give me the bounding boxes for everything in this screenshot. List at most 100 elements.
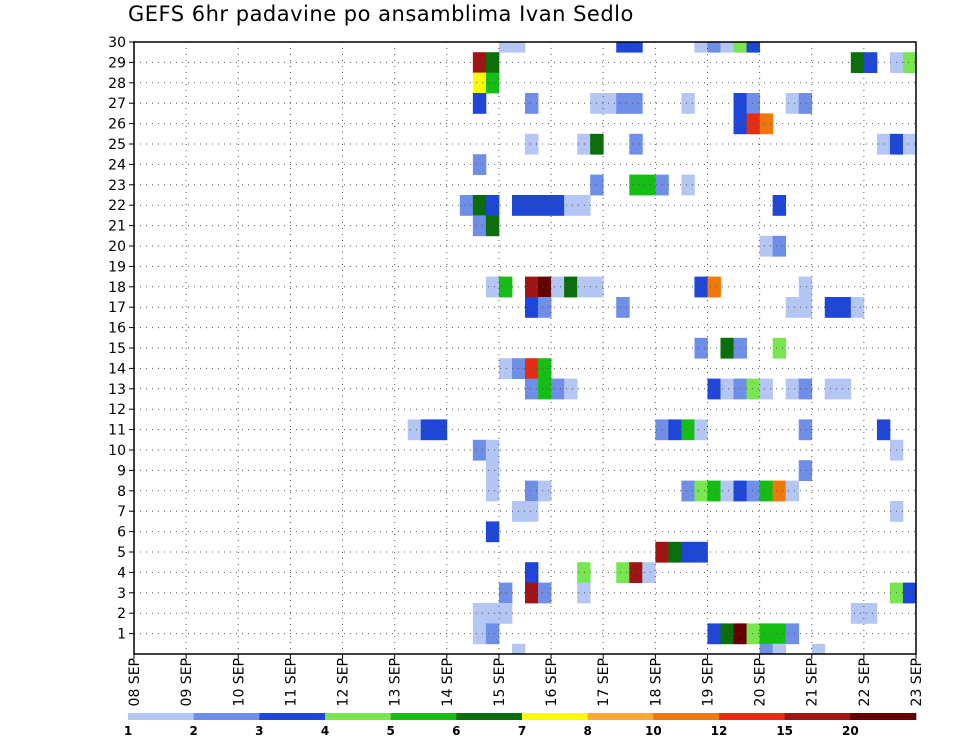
heatmap-cell xyxy=(694,276,708,298)
heatmap-cell xyxy=(902,133,917,155)
heatmap-cell xyxy=(551,195,565,216)
colorbar-label: 4 xyxy=(321,724,329,738)
colorbar-swatch xyxy=(193,713,260,720)
y-tick-label: 12 xyxy=(108,402,126,418)
heatmap-cell xyxy=(642,562,656,583)
heatmap-cell xyxy=(798,378,813,400)
heatmap-cell xyxy=(525,195,539,216)
heatmap-cell xyxy=(629,133,643,155)
heatmap-cell xyxy=(759,643,774,655)
y-tick-label: 17 xyxy=(108,300,126,316)
heatmap-cell xyxy=(629,174,643,196)
x-tick-label: 23 SEP xyxy=(909,658,925,706)
colorbar-swatch xyxy=(587,713,654,720)
heatmap-cell xyxy=(707,480,721,502)
heatmap-cell xyxy=(511,643,526,655)
heatmap-cell xyxy=(759,378,774,400)
heatmap-cell xyxy=(616,562,630,583)
heatmap-cell xyxy=(798,93,813,114)
colorbar-swatch xyxy=(390,713,457,720)
heatmap-cell xyxy=(538,378,552,400)
colorbar-label: 15 xyxy=(776,724,793,738)
heatmap-cell xyxy=(551,378,565,400)
heatmap-cell xyxy=(538,582,552,604)
y-tick-label: 26 xyxy=(108,117,126,133)
heatmap-cell xyxy=(876,133,891,155)
heatmap-cell xyxy=(850,52,865,73)
heatmap-cell xyxy=(798,419,813,441)
heatmap-cell xyxy=(485,195,500,216)
heatmap-cell xyxy=(837,378,852,400)
heatmap-cell xyxy=(720,378,734,400)
heatmap-cell xyxy=(850,297,865,318)
heatmap-cell xyxy=(759,235,774,257)
colorbar-swatch xyxy=(784,713,851,720)
x-tick-label: 12 SEP xyxy=(336,658,352,706)
heatmap-cell xyxy=(772,480,787,502)
y-tick-label: 8 xyxy=(117,484,126,500)
heatmap-cell xyxy=(485,603,500,624)
heatmap-cell xyxy=(863,603,878,624)
heatmap-cell xyxy=(772,235,787,257)
heatmap-cell xyxy=(707,378,721,400)
heatmap-cell xyxy=(525,480,539,502)
colorbar-label: 12 xyxy=(711,724,728,738)
heatmap-cell xyxy=(720,623,734,645)
heatmap-cell xyxy=(525,378,539,400)
heatmap-cell xyxy=(525,276,539,298)
heatmap-cell xyxy=(525,297,539,318)
y-tick-label: 9 xyxy=(117,463,126,479)
heatmap-cell xyxy=(720,42,734,53)
heatmap-cell xyxy=(707,42,721,53)
heatmap-cell xyxy=(485,215,500,237)
heatmap-cell xyxy=(538,358,552,379)
y-axis: 1234567891011121314151617181920212223242… xyxy=(108,35,134,643)
heatmap-cell xyxy=(485,480,500,502)
x-tick-label: 13 SEP xyxy=(388,658,404,706)
y-tick-label: 7 xyxy=(117,504,126,520)
y-tick-label: 20 xyxy=(108,239,126,255)
y-tick-label: 6 xyxy=(117,525,126,541)
heatmap-cell xyxy=(876,419,891,441)
heatmap-cell xyxy=(681,93,695,114)
heatmap-cell xyxy=(472,623,487,645)
heatmap-cell xyxy=(746,480,760,502)
colorbar-swatch xyxy=(653,713,720,720)
heatmap-cell xyxy=(759,623,774,645)
y-tick-label: 19 xyxy=(108,259,126,275)
y-tick-label: 27 xyxy=(108,96,126,112)
heatmap-cell xyxy=(642,174,656,196)
heatmap-cell xyxy=(472,195,487,216)
heatmap-cell xyxy=(629,562,643,583)
heatmap-cell xyxy=(902,582,917,604)
heatmap-cell xyxy=(772,195,787,216)
heatmap-cell xyxy=(681,419,695,441)
heatmap-cell xyxy=(485,52,500,73)
heatmap-cell xyxy=(785,93,800,114)
colorbar-label: 7 xyxy=(518,724,526,738)
x-tick-label: 16 SEP xyxy=(544,658,560,706)
y-tick-label: 13 xyxy=(108,382,126,398)
heatmap-cell xyxy=(420,419,435,441)
heatmap-cell xyxy=(837,297,852,318)
heatmap-cell xyxy=(564,378,578,400)
heatmap-cell xyxy=(538,480,552,502)
heatmap-cell xyxy=(472,215,487,237)
heatmap-cell xyxy=(538,195,552,216)
y-tick-label: 4 xyxy=(117,565,126,581)
colorbar-label: 20 xyxy=(842,724,859,738)
heatmap-cell xyxy=(485,276,500,298)
heatmap-cell xyxy=(811,643,826,655)
y-tick-label: 5 xyxy=(117,545,126,561)
heatmap-cell xyxy=(902,52,917,73)
y-tick-label: 25 xyxy=(108,137,126,153)
x-tick-label: 22 SEP xyxy=(857,658,873,706)
x-tick-label: 18 SEP xyxy=(648,658,664,706)
heatmap-cell xyxy=(785,623,800,645)
heatmap-cell xyxy=(772,643,787,655)
x-tick-label: 21 SEP xyxy=(805,658,821,706)
heatmap-cell xyxy=(472,93,487,114)
heatmap-cell xyxy=(668,541,682,563)
heatmap-cell xyxy=(694,337,708,359)
colorbar-label: 8 xyxy=(583,724,591,738)
